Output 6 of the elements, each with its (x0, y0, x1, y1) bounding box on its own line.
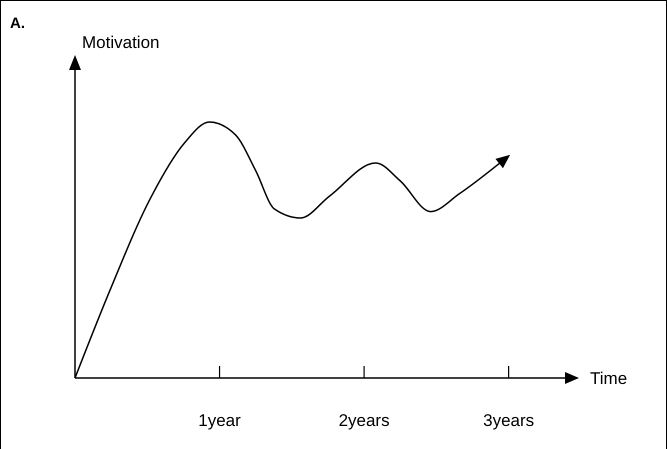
x-axis-title: Time (590, 369, 628, 388)
text: A. (10, 15, 25, 32)
y-axis-title: Motivation (82, 33, 160, 52)
x-tick-label: 1year (198, 411, 242, 430)
x-tick-label: 2years (338, 411, 390, 430)
x-tick-label: 3years (483, 411, 534, 430)
